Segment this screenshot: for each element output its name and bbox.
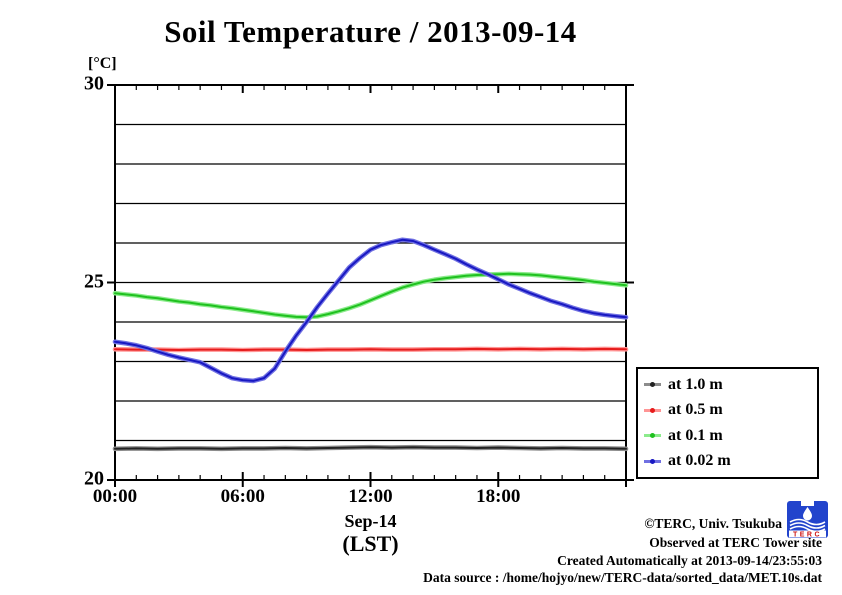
- legend-box: at 1.0 m at 0.5 m at 0.1 m at 0.02 m: [636, 367, 819, 479]
- x-tick-label: 06:00: [220, 486, 265, 507]
- legend-item-depth-0.1m: at 0.1 m: [638, 426, 817, 444]
- x-axis-timezone-label: (LST): [342, 531, 399, 556]
- legend-label: at 1.0 m: [668, 375, 723, 393]
- x-tick-label: 18:00: [476, 486, 521, 507]
- y-tick-label: 25: [84, 269, 104, 292]
- legend-line-sample: [644, 407, 661, 413]
- y-tick-label: 30: [84, 72, 104, 95]
- legend-label: at 0.02 m: [668, 452, 731, 470]
- legend-line-sample: [644, 458, 661, 464]
- legend-line-sample: [644, 433, 661, 439]
- legend-label: at 0.5 m: [668, 401, 723, 419]
- series-line-depth-0.1m: [114, 272, 627, 319]
- footer-created: Created Automatically at 2013-09-14/23:5…: [557, 553, 822, 568]
- x-tick-label: 00:00: [92, 486, 138, 507]
- series-line-depth-0.02m: [114, 238, 627, 382]
- legend-point-sample: [650, 458, 655, 464]
- legend-label: at 0.1 m: [668, 426, 723, 444]
- series-line-depth-0.5m: [114, 347, 627, 351]
- y-tick-label: 20: [84, 467, 104, 490]
- footer-source: Data source : /home/hojyo/new/TERC-data/…: [423, 570, 822, 585]
- chart-title: Soil Temperature / 2013-09-14: [164, 14, 577, 49]
- legend-item-depth-0.02m: at 0.02 m: [638, 453, 817, 469]
- legend-item-depth-1.0m: at 1.0 m: [638, 375, 817, 393]
- terc-logo-text: TERC: [793, 532, 822, 539]
- terc-logo: TERC: [787, 500, 828, 539]
- legend-line-sample: [644, 382, 661, 388]
- legend-item-depth-0.5m: at 0.5 m: [638, 402, 817, 418]
- legend-point-sample: [650, 433, 655, 439]
- legend-point-sample: [650, 407, 655, 413]
- footer-observed: Observed at TERC Tower site: [649, 535, 822, 550]
- x-tick-label: 12:00: [348, 486, 393, 507]
- legend-point-sample: [650, 382, 655, 388]
- footer-credit: ©TERC, Univ. Tsukuba: [644, 516, 782, 531]
- x-axis-date-label: Sep-14: [344, 511, 397, 531]
- y-axis-unit-label: [°C]: [88, 55, 117, 72]
- series-line-depth-1.0m: [114, 446, 627, 450]
- series-halo-depth-0.1m: [112, 271, 629, 320]
